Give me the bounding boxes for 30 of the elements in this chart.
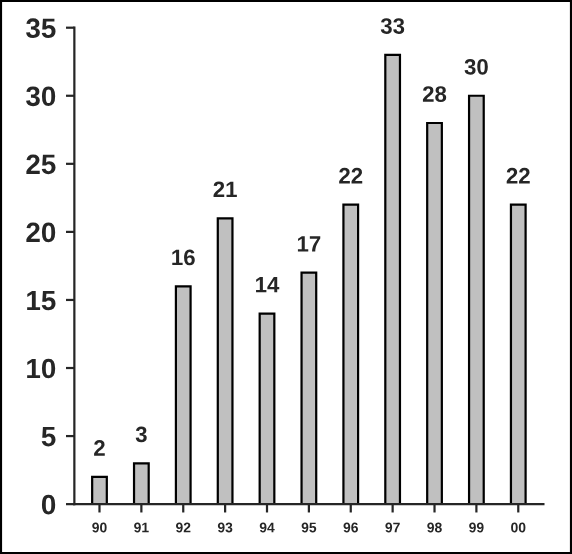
bar [216, 217, 234, 505]
bar [426, 121, 443, 505]
y-tick-label: 0 [41, 494, 56, 515]
data-label: 3 [135, 426, 147, 443]
y-tick-label: 5 [41, 427, 56, 447]
data-label: 16 [172, 249, 195, 266]
y-tick-label: 10 [27, 358, 56, 379]
bar [258, 312, 276, 505]
y-tick-label: 35 [26, 18, 56, 39]
data-label: 28 [422, 86, 447, 102]
data-label: 21 [213, 181, 237, 197]
y-tick-label: 15 [27, 290, 56, 311]
data-label: 22 [339, 167, 363, 184]
bar [509, 203, 527, 505]
data-label: 22 [506, 167, 530, 184]
data-label: 30 [464, 58, 488, 75]
y-tick-label: 25 [26, 154, 56, 175]
bar [174, 285, 192, 505]
bar [132, 462, 150, 505]
bar [91, 475, 108, 505]
data-label: 33 [380, 18, 405, 34]
data-label: 14 [256, 277, 280, 293]
bar [467, 94, 485, 505]
y-tick-label: 20 [26, 222, 56, 243]
data-label: 2 [94, 440, 105, 456]
bar [300, 271, 318, 505]
bar [342, 203, 360, 505]
data-label: 17 [297, 236, 321, 252]
y-tick-label: 30 [26, 86, 56, 107]
bar [384, 53, 402, 505]
